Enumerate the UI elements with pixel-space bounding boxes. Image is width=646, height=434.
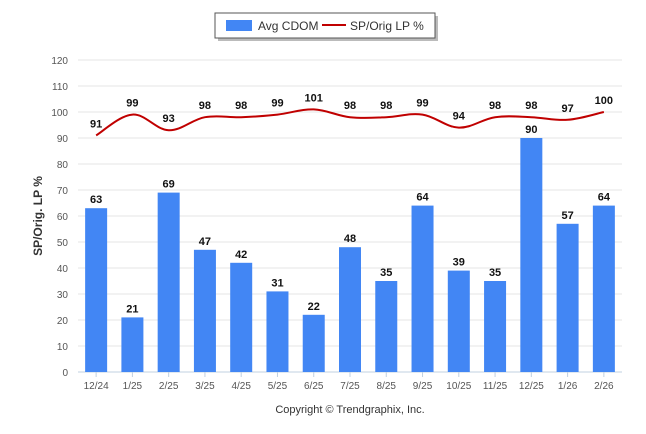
bar [193,249,216,372]
y-tick-label: 120 [51,56,68,67]
x-tick-label: 12/24 [84,381,109,392]
x-tick-label: 8/25 [377,381,397,392]
y-tick-label: 20 [57,316,69,327]
x-tick-label: 11/25 [483,381,508,392]
y-tick-label: 50 [57,238,69,249]
bar [556,223,579,372]
bar-data-label: 57 [561,210,573,222]
bar-data-label: 31 [271,277,283,289]
line-data-label: 99 [416,98,428,110]
bar [592,205,615,372]
y-tick-label: 40 [57,264,69,275]
x-tick-label: 3/25 [195,381,215,392]
y-tick-label: 10 [57,342,69,353]
bar [411,205,434,372]
sp-orig-lp-line [95,108,605,137]
copyright: Copyright © Trendgraphix, Inc. [275,404,424,416]
bars: 63 21 69 47 42 31 22 48 35 64 39 35 90 57 64 [85,124,615,372]
x-tick-label: 12/25 [519,381,544,392]
bar [230,262,253,372]
legend-label-sp-orig-lp: SP/Orig LP % [350,19,424,33]
line-data-label: 94 [453,111,466,123]
bar-data-label: 22 [308,301,320,313]
bar-data-label: 35 [380,267,392,279]
y-tick-label: 80 [57,160,69,171]
x-tick-label: 5/25 [268,381,288,392]
y-tick-label: 60 [57,212,69,223]
x-tick-label: 1/26 [558,381,578,392]
legend-label-avg-cdom: Avg CDOM [258,19,318,33]
bar-data-label: 47 [199,236,211,248]
bar-data-label: 48 [344,233,356,245]
x-tick-label: 6/25 [304,381,324,392]
bar [520,138,543,372]
bar-data-label: 64 [598,192,611,204]
y-tick-label: 90 [57,134,69,145]
x-tick-label: 2/25 [159,381,179,392]
bar-data-label: 64 [416,192,429,204]
bar [302,314,325,372]
y-tick-label: 0 [62,368,68,379]
y-tick-label: 30 [57,290,69,301]
line-data-label: 98 [525,100,537,112]
bar-data-label: 90 [525,124,537,136]
y-tick-label: 100 [51,108,68,119]
line-series: 91 99 93 98 98 99 101 98 98 99 94 98 98 97 100 [90,92,613,137]
line-data-label: 98 [199,100,211,112]
line-data-label: 98 [489,100,501,112]
bar [447,270,470,372]
y-ticks: 0 10 20 30 40 50 60 70 80 90 100 110 120 [51,56,68,379]
bar [157,192,180,372]
line-data-label: 99 [126,98,138,110]
line-data-label: 93 [163,113,175,125]
bar [375,281,398,372]
line-data-label: 98 [235,100,247,112]
line-data-label: 100 [595,95,613,107]
bar-data-label: 69 [163,179,175,191]
bar [339,247,361,372]
y-tick-label: 110 [52,82,68,93]
line-data-label: 98 [380,100,392,112]
legend: Avg CDOM SP/Orig LP % [214,12,438,41]
line-data-label: 98 [344,100,356,112]
bar-data-label: 39 [453,257,465,269]
line-data-label: 97 [561,103,573,115]
bar-data-label: 42 [235,249,247,261]
y-axis-label: SP/Orig. LP % [31,176,45,256]
bar [121,317,144,372]
x-tick-label: 2/26 [594,381,614,392]
x-tick-label: 7/25 [340,381,360,392]
bar-data-label: 63 [90,194,102,206]
bar [85,208,108,372]
x-ticks: 12/24 1/25 2/25 3/25 4/25 5/25 6/25 7/25 8/25 9/2… [84,372,614,392]
line-data-label: 99 [271,98,283,110]
x-tick-label: 10/25 [446,381,471,392]
line-data-label: 101 [305,92,323,104]
legend-swatch-avg-cdom [226,20,252,31]
y-tick-label: 70 [57,186,69,197]
x-tick-label: 9/25 [413,381,433,392]
x-tick-label: 1/25 [123,381,143,392]
bar [484,281,507,372]
bar-data-label: 21 [126,303,138,315]
bar [266,291,289,372]
bar-data-label: 35 [489,267,501,279]
line-data-label: 91 [90,118,102,130]
x-tick-label: 4/25 [231,381,251,392]
